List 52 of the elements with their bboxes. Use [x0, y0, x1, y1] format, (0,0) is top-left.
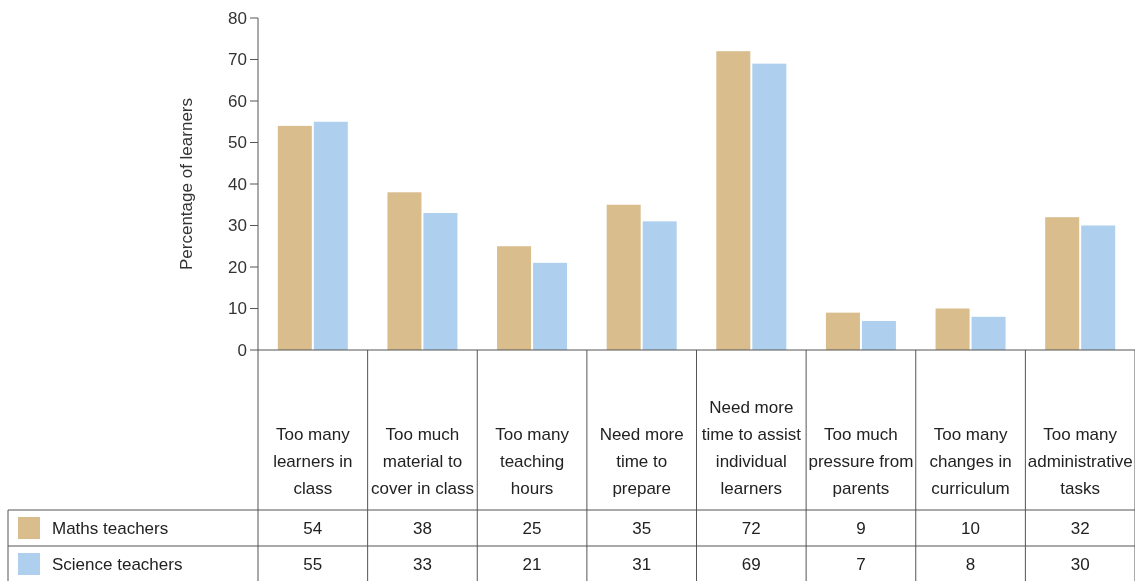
bar — [277, 125, 312, 350]
legend-label: Maths teachers — [52, 518, 169, 538]
bar — [971, 316, 1006, 350]
data-label: 21 — [522, 554, 542, 574]
y-tick-label: 60 — [228, 91, 247, 111]
data-label: 33 — [412, 554, 432, 574]
data-label: 55 — [303, 554, 323, 574]
data-label: 7 — [856, 554, 866, 574]
data-label: 54 — [303, 518, 323, 538]
y-tick-label: 50 — [228, 133, 247, 153]
data-label: 30 — [1070, 554, 1090, 574]
x-tick-label: Too many changes in curriculum — [929, 425, 1012, 498]
bar — [313, 121, 348, 350]
y-tick-label: 20 — [228, 257, 247, 277]
x-tick-label: Need more time to assist individual learners — [701, 398, 802, 498]
x-tick-label: Need more time to prepare — [599, 425, 684, 498]
bar — [497, 246, 532, 350]
y-tick-label: 80 — [228, 8, 247, 28]
y-tick-label: 0 — [237, 340, 247, 360]
bar — [716, 51, 751, 350]
bar — [935, 308, 970, 350]
data-label: 72 — [741, 518, 761, 538]
data-label: 9 — [856, 518, 866, 538]
bar — [825, 312, 860, 350]
bar — [533, 262, 568, 350]
data-label: 35 — [632, 518, 652, 538]
y-axis-title: Percentage of learners — [177, 98, 196, 270]
y-tick-label: 10 — [228, 299, 247, 319]
bar — [642, 221, 677, 350]
data-label: 38 — [412, 518, 432, 538]
data-label: 69 — [741, 554, 761, 574]
data-label: 25 — [522, 518, 542, 538]
bar — [1081, 225, 1116, 350]
bar — [423, 213, 458, 350]
bar — [606, 204, 641, 350]
legend-label: Science teachers — [52, 554, 183, 574]
data-label: 31 — [632, 554, 652, 574]
x-tick-label: Too much pressure from parents — [808, 425, 914, 498]
y-tick-label: 70 — [228, 50, 247, 70]
bar — [1045, 217, 1080, 350]
x-tick-label: Too many learners in class — [273, 425, 353, 498]
bar — [861, 320, 896, 350]
y-tick-label: 40 — [228, 174, 247, 194]
x-tick-label: Too much material to cover in class — [370, 425, 474, 498]
x-tick-label: Too many administrative tasks — [1027, 425, 1133, 498]
data-label: 10 — [961, 518, 981, 538]
bar — [752, 63, 787, 350]
data-label: 8 — [965, 554, 976, 574]
y-tick-label: 30 — [228, 216, 247, 236]
data-label: 32 — [1070, 518, 1090, 538]
bar — [387, 192, 422, 350]
x-tick-label: Too many teaching hours — [495, 425, 570, 498]
